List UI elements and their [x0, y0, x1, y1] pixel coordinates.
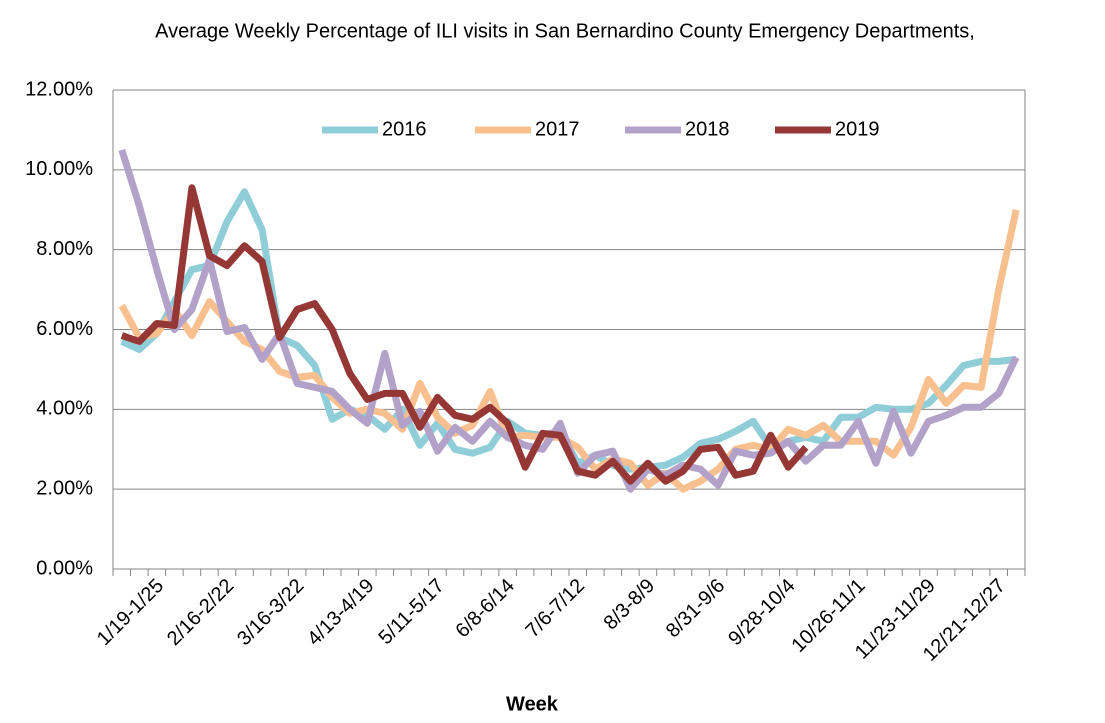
legend-label: 2018 [685, 118, 730, 140]
y-tick-label: 0.00% [36, 557, 93, 579]
x-tick-label: 5/11-5/17 [374, 575, 448, 649]
x-tick-label: 6/8-6/14 [451, 575, 518, 642]
legend-label: 2019 [835, 118, 880, 140]
x-tick-label: 2/16-2/22 [163, 575, 238, 650]
y-tick-label: 8.00% [36, 238, 93, 260]
series-line [120, 184, 809, 485]
series-line [120, 188, 1017, 473]
x-tick-label: 8/31-9/6 [662, 575, 729, 642]
x-tick-label: 1/19-1/25 [93, 575, 168, 650]
legend-label: 2016 [382, 118, 427, 140]
y-tick-label: 2.00% [36, 477, 93, 499]
x-tick-label: 3/16-3/22 [233, 575, 308, 650]
legend-label: 2017 [535, 118, 580, 140]
y-tick-label: 12.00% [25, 78, 93, 100]
x-tick-label: 9/28-10/4 [724, 575, 799, 650]
y-tick-label: 6.00% [36, 318, 93, 340]
y-tick-label: 10.00% [25, 158, 93, 180]
x-tick-label: 8/3-8/9 [600, 575, 660, 635]
x-axis-label: Week [506, 693, 559, 715]
chart-title: Average Weekly Percentage of ILI visits … [155, 20, 975, 42]
series-line [118, 148, 1020, 493]
x-tick-label: 7/6-7/12 [522, 575, 589, 642]
y-tick-label: 4.00% [36, 398, 93, 420]
x-tick-label: 4/13-4/19 [303, 575, 378, 650]
